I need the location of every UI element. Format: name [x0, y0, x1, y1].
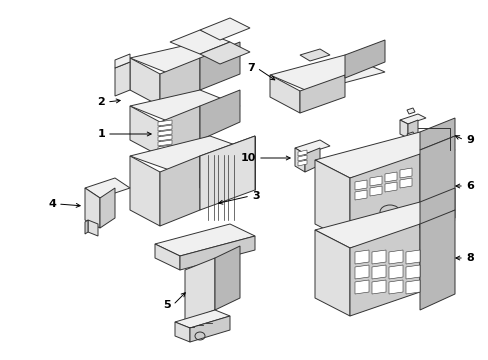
Polygon shape	[190, 316, 229, 342]
Text: 4: 4	[48, 199, 56, 209]
Polygon shape	[294, 148, 305, 172]
Text: 7: 7	[247, 63, 254, 73]
Text: 3: 3	[251, 191, 259, 201]
Polygon shape	[85, 220, 88, 234]
Polygon shape	[158, 145, 172, 151]
Polygon shape	[180, 236, 254, 270]
Polygon shape	[314, 132, 454, 178]
Text: 6: 6	[465, 181, 473, 191]
Polygon shape	[399, 142, 407, 162]
Polygon shape	[130, 156, 160, 226]
Polygon shape	[158, 120, 172, 126]
Polygon shape	[130, 58, 160, 106]
Polygon shape	[130, 106, 160, 156]
Polygon shape	[170, 30, 229, 54]
Polygon shape	[406, 108, 414, 114]
Polygon shape	[349, 224, 419, 316]
Polygon shape	[130, 42, 240, 74]
Polygon shape	[399, 136, 425, 146]
Polygon shape	[130, 90, 240, 122]
Polygon shape	[158, 140, 172, 146]
Polygon shape	[371, 265, 385, 279]
Polygon shape	[388, 250, 402, 264]
Polygon shape	[299, 75, 345, 113]
Polygon shape	[158, 130, 172, 136]
Polygon shape	[405, 250, 419, 264]
Polygon shape	[160, 106, 200, 156]
Polygon shape	[419, 188, 454, 228]
Polygon shape	[297, 150, 306, 156]
Polygon shape	[354, 265, 368, 279]
Polygon shape	[294, 140, 329, 154]
Text: 8: 8	[465, 253, 473, 263]
Polygon shape	[88, 220, 98, 236]
Polygon shape	[399, 120, 407, 138]
Polygon shape	[130, 136, 254, 172]
Text: 9: 9	[465, 135, 473, 145]
Polygon shape	[354, 190, 366, 200]
Polygon shape	[215, 246, 240, 310]
Polygon shape	[200, 136, 254, 210]
Polygon shape	[419, 136, 454, 236]
Polygon shape	[354, 280, 368, 294]
Polygon shape	[405, 280, 419, 294]
Text: 10: 10	[240, 153, 256, 163]
Polygon shape	[100, 188, 115, 228]
Polygon shape	[349, 154, 419, 242]
Polygon shape	[399, 114, 425, 124]
Polygon shape	[345, 40, 384, 78]
Polygon shape	[297, 155, 306, 161]
Polygon shape	[354, 180, 366, 190]
Polygon shape	[369, 176, 381, 186]
Polygon shape	[384, 172, 396, 182]
Text: 2: 2	[97, 97, 105, 107]
Polygon shape	[155, 224, 254, 256]
Polygon shape	[175, 310, 229, 328]
Polygon shape	[297, 160, 306, 166]
Polygon shape	[160, 58, 200, 106]
Polygon shape	[155, 244, 180, 270]
Polygon shape	[269, 75, 299, 113]
Polygon shape	[160, 156, 200, 226]
Polygon shape	[419, 118, 454, 150]
Polygon shape	[85, 178, 130, 198]
Text: 1: 1	[97, 129, 105, 139]
Polygon shape	[388, 280, 402, 294]
Polygon shape	[371, 280, 385, 294]
Polygon shape	[399, 168, 411, 178]
Polygon shape	[388, 265, 402, 279]
Text: 5: 5	[163, 300, 171, 310]
Polygon shape	[200, 136, 254, 188]
Polygon shape	[406, 132, 414, 138]
Polygon shape	[158, 135, 172, 141]
Polygon shape	[405, 265, 419, 279]
Polygon shape	[85, 188, 100, 228]
Polygon shape	[184, 310, 215, 334]
Polygon shape	[314, 230, 349, 316]
Polygon shape	[184, 258, 215, 322]
Polygon shape	[314, 160, 349, 242]
Polygon shape	[158, 125, 172, 131]
Polygon shape	[314, 202, 454, 248]
Polygon shape	[305, 148, 319, 172]
Polygon shape	[115, 54, 130, 68]
Polygon shape	[407, 120, 417, 138]
Polygon shape	[200, 18, 249, 40]
Polygon shape	[200, 90, 240, 140]
Polygon shape	[384, 182, 396, 192]
Polygon shape	[399, 178, 411, 188]
Polygon shape	[407, 142, 417, 162]
Polygon shape	[354, 250, 368, 264]
Polygon shape	[200, 42, 240, 90]
Polygon shape	[175, 322, 190, 342]
Polygon shape	[371, 250, 385, 264]
Polygon shape	[299, 49, 329, 61]
Polygon shape	[269, 55, 384, 92]
Polygon shape	[200, 42, 249, 64]
Polygon shape	[115, 62, 130, 96]
Polygon shape	[369, 186, 381, 196]
Polygon shape	[419, 210, 454, 310]
